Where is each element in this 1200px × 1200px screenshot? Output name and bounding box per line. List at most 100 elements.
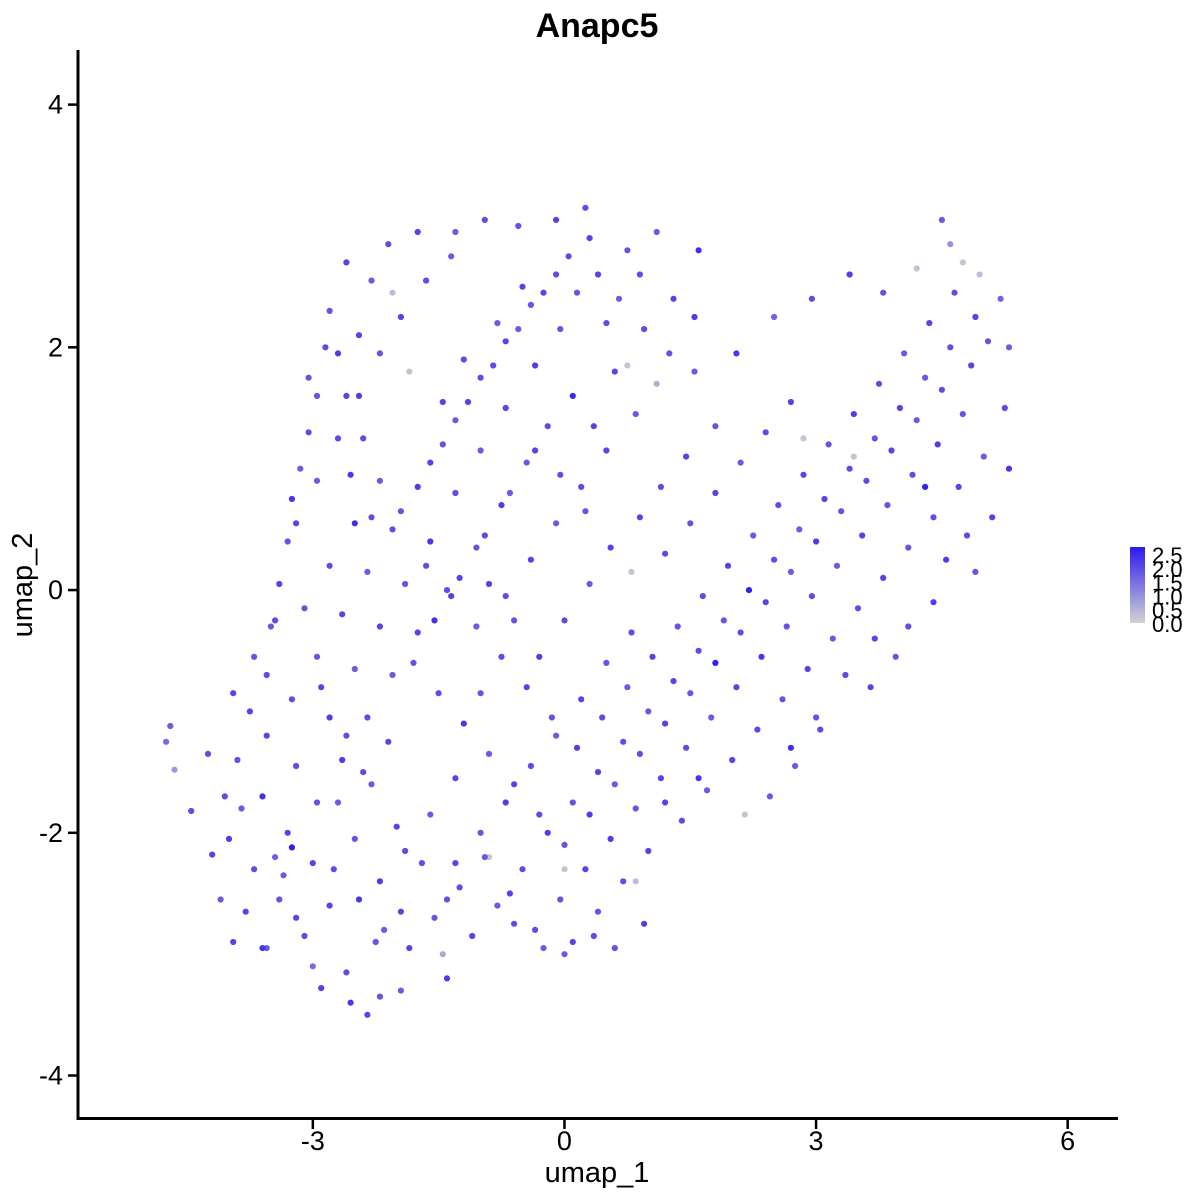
data-point [402, 580, 409, 588]
data-point [355, 896, 363, 903]
data-point [322, 344, 329, 351]
data-point [792, 762, 799, 770]
data-point [620, 878, 627, 885]
data-point [301, 932, 308, 940]
data-point [712, 659, 719, 667]
color-legend: 2.52.01.51.00.50.0 [1130, 543, 1183, 637]
data-point [318, 985, 325, 992]
data-point [221, 793, 228, 800]
data-point [976, 271, 983, 278]
data-point [959, 411, 966, 418]
data-point [251, 866, 258, 873]
data-point [880, 574, 887, 582]
data-point [452, 228, 459, 236]
data-point [347, 471, 354, 478]
color-legend-label: 1.5 [1152, 571, 1183, 596]
data-point [443, 587, 451, 594]
data-point [351, 835, 358, 843]
data-point [712, 423, 719, 430]
data-point [423, 562, 430, 569]
data-point [246, 708, 253, 715]
y-tick-label: 4 [48, 90, 63, 120]
data-point [909, 471, 916, 478]
data-point [594, 769, 602, 776]
data-point [666, 350, 673, 357]
data-point [603, 659, 610, 667]
data-point [817, 726, 824, 733]
data-point [695, 775, 702, 782]
data-point [393, 823, 400, 830]
data-point [1005, 344, 1013, 351]
data-point [225, 835, 233, 843]
data-point [628, 629, 635, 636]
data-point [280, 872, 287, 879]
data-point [456, 574, 463, 582]
data-point [204, 750, 212, 758]
data-point [326, 714, 333, 721]
data-point [452, 775, 459, 782]
data-point [351, 665, 358, 673]
data-point [209, 851, 216, 858]
data-point [628, 568, 635, 576]
y-tick-label: 0 [48, 575, 63, 605]
data-point [649, 653, 656, 660]
data-point [234, 756, 241, 764]
data-point [485, 750, 493, 758]
data-point [620, 738, 627, 745]
data-point [163, 738, 170, 745]
data-point [364, 714, 371, 721]
data-point [334, 799, 342, 806]
data-point [657, 483, 665, 490]
data-point [427, 538, 434, 545]
data-point [494, 320, 501, 327]
data-point [423, 277, 430, 284]
data-point [594, 908, 602, 915]
data-point [339, 756, 346, 764]
data-point [922, 374, 929, 381]
data-point [561, 951, 568, 958]
data-point [913, 417, 920, 424]
data-point [745, 587, 753, 594]
data-point [641, 920, 648, 927]
data-point [510, 781, 518, 788]
data-point [553, 216, 560, 223]
data-point [779, 696, 786, 703]
data-point [825, 441, 832, 448]
data-point [833, 562, 841, 569]
data-point [603, 447, 610, 454]
data-point [406, 368, 413, 375]
data-point [523, 459, 530, 466]
color-legend-labels: 2.52.01.51.00.50.0 [1152, 543, 1183, 637]
data-point [599, 714, 606, 721]
data-point [464, 398, 472, 406]
data-point [343, 732, 350, 739]
color-legend-label: 1.0 [1152, 584, 1183, 609]
data-point [729, 756, 736, 764]
data-point [506, 489, 513, 497]
data-point [376, 993, 383, 1000]
data-point [397, 508, 404, 515]
data-point [678, 817, 686, 824]
data-point [771, 313, 778, 321]
data-point [515, 222, 522, 230]
data-point [389, 526, 396, 533]
data-point [662, 799, 669, 806]
data-point [427, 459, 434, 466]
data-point [947, 241, 954, 248]
data-point [502, 338, 509, 345]
data-point [632, 805, 639, 812]
data-point [737, 459, 744, 466]
data-point [787, 568, 795, 576]
data-point [414, 629, 421, 636]
data-point [624, 247, 631, 254]
data-point [368, 514, 375, 521]
y-tick-label: -2 [39, 818, 63, 848]
data-point [360, 435, 367, 442]
data-point [519, 866, 526, 873]
data-point [297, 465, 304, 472]
data-point [381, 926, 388, 934]
data-point [871, 635, 878, 642]
data-point [687, 520, 694, 527]
data-point [490, 362, 497, 369]
data-point [443, 975, 451, 982]
